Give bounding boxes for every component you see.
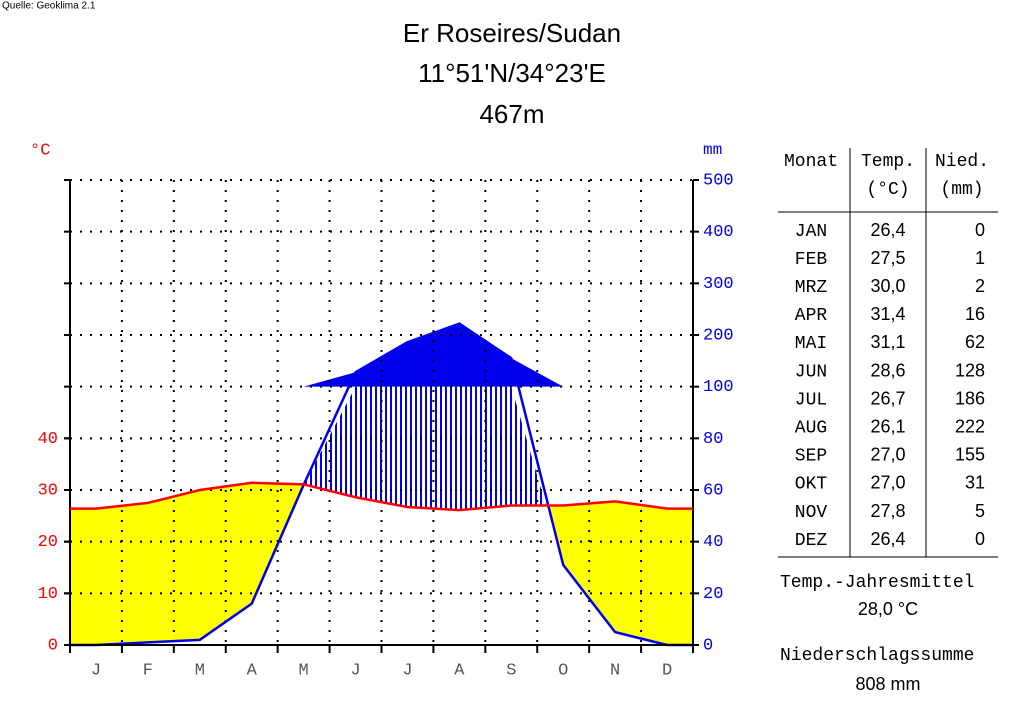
table-temp: 26,7 bbox=[870, 388, 905, 408]
x-tick-label: M bbox=[195, 661, 205, 680]
x-tick-label: F bbox=[143, 661, 153, 680]
table-temp: 31,1 bbox=[870, 332, 905, 352]
table-temp: 26,4 bbox=[870, 220, 905, 240]
table-temp: 30,0 bbox=[870, 276, 905, 296]
table-temp: 27,5 bbox=[870, 248, 905, 268]
table-precip: 2 bbox=[975, 276, 985, 296]
perhumid-area bbox=[70, 323, 693, 387]
summary-label: Niederschlagssumme bbox=[780, 646, 974, 666]
series-line bbox=[95, 322, 668, 647]
table-precip: 186 bbox=[955, 388, 985, 408]
table-month: FEB bbox=[795, 250, 828, 270]
table-precip: 155 bbox=[955, 445, 985, 465]
y2-tick-label: 60 bbox=[703, 481, 723, 500]
table-month: OKT bbox=[795, 475, 828, 495]
table-temp: 27,0 bbox=[870, 445, 905, 465]
x-tick-label: A bbox=[247, 661, 258, 680]
table-precip: 1 bbox=[975, 248, 985, 268]
table-temp: 27,0 bbox=[870, 473, 905, 493]
y2-tick-label: 0 bbox=[703, 636, 713, 655]
table-precip: 5 bbox=[975, 501, 985, 521]
table-temp: 27,8 bbox=[870, 501, 905, 521]
y2-tick-label: 20 bbox=[703, 585, 723, 604]
table-month: MAI bbox=[795, 334, 827, 354]
x-tick-label: A bbox=[454, 661, 465, 680]
table-unit: (mm) bbox=[940, 180, 983, 200]
table-precip: 222 bbox=[955, 416, 985, 436]
y2-tick-label: 40 bbox=[703, 533, 723, 552]
table: Monat Temp. (°C) Nied. (mm) JAN 26,4 0 FEB 2… bbox=[778, 148, 998, 558]
table-precip: 0 bbox=[975, 529, 985, 549]
table-precip: 62 bbox=[965, 332, 985, 352]
summary-label: Temp.-Jahresmittel bbox=[780, 573, 974, 593]
table-header: Nied. bbox=[935, 152, 989, 172]
source: Quelle: Geoklima 2.1 bbox=[2, 1, 96, 12]
summary-value: 28,0 °C bbox=[858, 599, 918, 619]
y-tick-label: 0 bbox=[48, 636, 58, 655]
table-temp: 28,6 bbox=[870, 360, 905, 380]
y2-tick-label: 400 bbox=[703, 223, 734, 242]
y2-tick-label: 200 bbox=[703, 326, 734, 345]
table-header: Monat bbox=[784, 152, 838, 172]
x-tick-label: O bbox=[558, 661, 568, 680]
table-month: AUG bbox=[795, 418, 827, 438]
table-month: APR bbox=[795, 306, 828, 326]
y-tick-label: 10 bbox=[38, 585, 58, 604]
table-month: JAN bbox=[795, 222, 827, 242]
x-tick-label: J bbox=[402, 661, 412, 680]
x-tick-label: M bbox=[299, 661, 309, 680]
y-axis-label: °C bbox=[30, 141, 50, 160]
table-month: MRZ bbox=[795, 278, 828, 298]
elevation: 467m bbox=[479, 99, 544, 129]
table-month: DEZ bbox=[795, 531, 828, 551]
table-precip: 16 bbox=[965, 304, 985, 324]
table-month: JUN bbox=[795, 362, 827, 382]
table-temp: 26,1 bbox=[870, 416, 905, 436]
table-temp: 31,4 bbox=[870, 304, 905, 324]
y-tick-label: 40 bbox=[38, 430, 58, 449]
series-line bbox=[95, 481, 668, 512]
y2-tick-label: 500 bbox=[703, 171, 734, 190]
table-month: NOV bbox=[795, 503, 828, 523]
table-precip: 31 bbox=[965, 473, 985, 493]
y2-axis-label: mm bbox=[703, 141, 722, 159]
x-tick-label: J bbox=[350, 661, 360, 680]
y2-tick-label: 300 bbox=[703, 275, 734, 294]
chart-title: Er Roseires/Sudan bbox=[403, 18, 621, 48]
table-precip: 128 bbox=[955, 360, 985, 380]
summary-value: 808 mm bbox=[855, 674, 920, 694]
table-temp: 26,4 bbox=[870, 529, 905, 549]
coordinates: 11°51'N/34°23'E bbox=[418, 58, 606, 88]
y2-tick-label: 100 bbox=[703, 378, 734, 397]
x-tick-label: N bbox=[610, 661, 620, 680]
table-month: SEP bbox=[795, 447, 827, 467]
x-tick-label: S bbox=[506, 661, 516, 680]
y2-tick-label: 80 bbox=[703, 430, 723, 449]
table-unit: (°C) bbox=[866, 180, 909, 200]
y-tick-label: 20 bbox=[38, 533, 58, 552]
y-tick-label: 30 bbox=[38, 481, 58, 500]
table-header: Temp. bbox=[861, 152, 915, 172]
x-tick-label: J bbox=[91, 661, 101, 680]
table-month: JUL bbox=[795, 390, 827, 410]
x-tick-label: D bbox=[662, 661, 672, 680]
table-precip: 0 bbox=[975, 220, 985, 240]
